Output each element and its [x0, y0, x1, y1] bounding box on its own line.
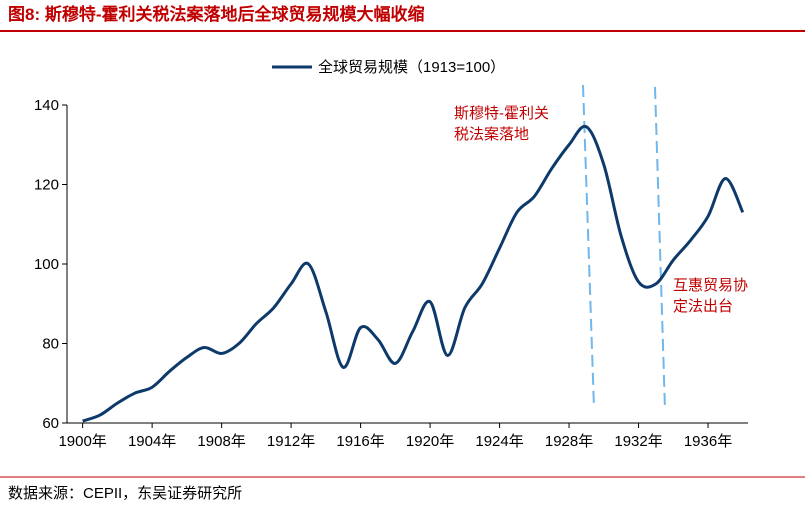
x-tick-label: 1936年 [684, 433, 732, 450]
annotation: 斯穆特-霍利关 [454, 105, 549, 122]
annotation: 定法出台 [673, 298, 733, 315]
annotation: 税法案落地 [454, 125, 529, 143]
x-tick-label: 1904年 [128, 433, 176, 450]
y-tick-label: 100 [34, 256, 59, 273]
y-tick-label: 120 [34, 177, 59, 194]
x-tick-label: 1912年 [267, 433, 315, 450]
line [82, 124, 745, 423]
x-tick-label: 1908年 [197, 433, 245, 450]
dashed-marker [654, 86, 666, 411]
x-tick-label: 1928年 [545, 433, 593, 450]
y-tick-label: 60 [42, 415, 59, 432]
legend-label: 全球贸易规模（1913=100） [318, 58, 505, 76]
x-tick-label: 1932年 [614, 433, 662, 450]
x-tick-label: 1916年 [336, 433, 384, 450]
source: 数据来源：CEPII，东吴证券研究所 [8, 485, 242, 502]
chart-title: 图8: 斯穆特-霍利关税法案落地后全球贸易规模大幅收缩 [8, 4, 425, 24]
x-tick-label: 1920年 [406, 433, 454, 450]
y-tick-label: 140 [34, 97, 59, 114]
annotation: 互惠贸易协 [673, 277, 748, 294]
y-tick-label: 80 [42, 336, 59, 353]
x-tick-label: 1924年 [475, 433, 523, 450]
x-tick-label: 1900年 [58, 433, 106, 450]
